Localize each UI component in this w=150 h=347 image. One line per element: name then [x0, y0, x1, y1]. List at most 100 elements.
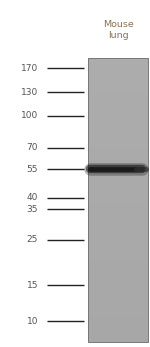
Bar: [88, 210, 148, 211]
Bar: [88, 142, 148, 143]
Bar: [88, 116, 148, 118]
Bar: [88, 328, 148, 329]
Bar: [88, 163, 148, 164]
Bar: [88, 82, 148, 84]
Bar: [88, 102, 148, 103]
Bar: [88, 136, 148, 137]
Bar: [88, 291, 148, 292]
Bar: [88, 274, 148, 275]
Bar: [88, 272, 148, 274]
Bar: [88, 149, 148, 150]
Bar: [88, 270, 148, 271]
Text: 25: 25: [27, 235, 38, 244]
Bar: [88, 101, 148, 102]
Bar: [88, 207, 148, 209]
Bar: [88, 98, 148, 99]
Bar: [88, 253, 148, 254]
Bar: [88, 234, 148, 236]
Bar: [88, 112, 148, 113]
Bar: [88, 95, 148, 96]
Bar: [88, 336, 148, 338]
Bar: [88, 304, 148, 305]
Bar: [88, 278, 148, 280]
Bar: [88, 84, 148, 85]
Bar: [88, 254, 148, 255]
Bar: [88, 281, 148, 282]
Bar: [88, 311, 148, 312]
Bar: [88, 58, 148, 59]
Bar: [88, 262, 148, 264]
Text: 15: 15: [27, 281, 38, 290]
Bar: [88, 248, 148, 250]
Bar: [88, 64, 148, 65]
Bar: [88, 173, 148, 175]
Bar: [88, 96, 148, 98]
Bar: [88, 167, 148, 169]
Bar: [88, 186, 148, 187]
Bar: [88, 72, 148, 74]
Bar: [88, 109, 148, 111]
Bar: [88, 192, 148, 193]
Text: 55: 55: [27, 164, 38, 174]
Bar: [88, 261, 148, 262]
Bar: [88, 329, 148, 331]
Bar: [88, 319, 148, 321]
Bar: [88, 76, 148, 78]
Bar: [88, 217, 148, 219]
Bar: [88, 196, 148, 197]
Bar: [88, 93, 148, 95]
Bar: [88, 231, 148, 232]
Bar: [88, 340, 148, 342]
Bar: [88, 103, 148, 105]
Bar: [88, 153, 148, 154]
Text: 40: 40: [27, 193, 38, 202]
Bar: [88, 298, 148, 299]
Bar: [88, 120, 148, 122]
Bar: [88, 265, 148, 267]
Bar: [88, 287, 148, 288]
Bar: [88, 194, 148, 196]
Bar: [88, 177, 148, 179]
Bar: [88, 189, 148, 190]
Text: Mouse
lung: Mouse lung: [103, 20, 133, 40]
Bar: [88, 237, 148, 238]
Bar: [88, 228, 148, 230]
Bar: [88, 227, 148, 228]
Bar: [88, 158, 148, 159]
Bar: [88, 111, 148, 112]
Bar: [88, 91, 148, 92]
Bar: [88, 133, 148, 135]
Bar: [88, 301, 148, 302]
Bar: [88, 251, 148, 253]
Bar: [88, 244, 148, 245]
Bar: [88, 139, 148, 140]
Bar: [88, 88, 148, 89]
Bar: [88, 69, 148, 71]
Bar: [88, 140, 148, 142]
Bar: [88, 315, 148, 316]
Bar: [88, 68, 148, 69]
Bar: [88, 268, 148, 270]
Bar: [88, 211, 148, 213]
Bar: [88, 115, 148, 116]
Bar: [88, 288, 148, 289]
Bar: [88, 226, 148, 227]
Bar: [88, 214, 148, 215]
Bar: [88, 65, 148, 67]
Bar: [88, 61, 148, 62]
Bar: [88, 240, 148, 241]
Bar: [88, 180, 148, 181]
Bar: [88, 289, 148, 291]
Bar: [88, 255, 148, 257]
Bar: [88, 327, 148, 328]
Bar: [88, 92, 148, 93]
Bar: [88, 160, 148, 162]
Bar: [88, 282, 148, 284]
Bar: [88, 325, 148, 327]
Bar: [88, 332, 148, 333]
Bar: [88, 312, 148, 314]
Bar: [88, 200, 148, 201]
Bar: [88, 58, 148, 342]
Bar: [88, 292, 148, 294]
Bar: [88, 250, 148, 251]
